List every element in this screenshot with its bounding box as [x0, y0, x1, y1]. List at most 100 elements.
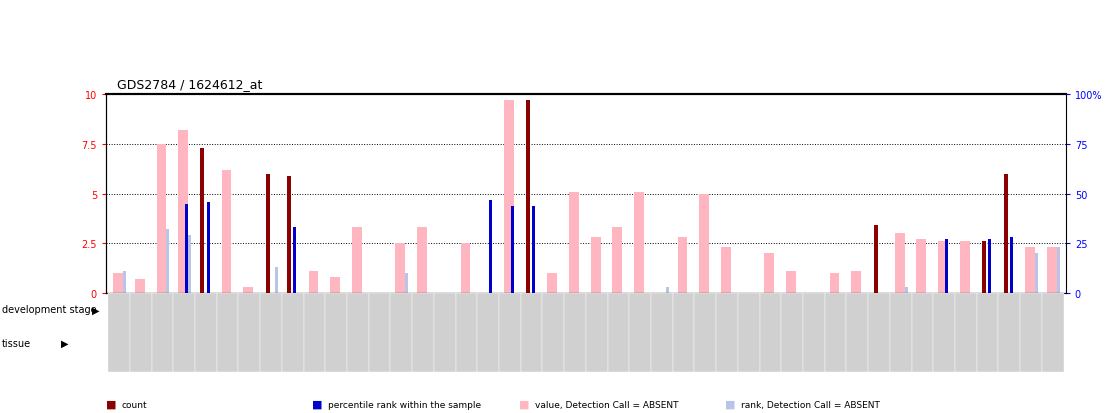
Text: testes: testes — [866, 338, 892, 347]
Bar — [1035, 254, 1038, 293]
Bar — [352, 228, 362, 293]
Bar — [521, 293, 542, 372]
Bar — [326, 327, 368, 358]
Bar — [129, 293, 152, 372]
Bar — [266, 174, 270, 293]
Bar — [565, 293, 586, 372]
Bar — [282, 327, 326, 358]
Bar — [889, 293, 912, 372]
Bar — [916, 240, 926, 293]
Bar — [945, 240, 947, 293]
Bar — [1004, 174, 1008, 293]
Bar — [395, 244, 405, 293]
Bar — [586, 293, 607, 372]
Bar — [304, 293, 326, 372]
Bar — [1057, 248, 1060, 293]
Text: ovary: ovary — [704, 338, 728, 347]
Bar — [489, 200, 492, 293]
Bar — [673, 293, 694, 372]
Bar — [590, 238, 600, 293]
Bar — [825, 293, 846, 372]
Bar — [634, 192, 644, 293]
Bar — [629, 327, 804, 358]
Bar — [846, 293, 868, 372]
Bar — [152, 293, 173, 372]
Bar — [195, 327, 282, 358]
Bar — [347, 293, 368, 372]
Bar — [955, 293, 976, 372]
Text: larva: larva — [181, 305, 209, 315]
Bar — [434, 293, 455, 372]
Text: crops: crops — [499, 338, 521, 347]
Bar — [694, 293, 716, 372]
Text: ■: ■ — [725, 399, 735, 409]
Bar — [330, 278, 340, 293]
Text: ▶: ▶ — [92, 305, 99, 315]
Bar — [294, 228, 297, 293]
Bar — [260, 293, 282, 372]
Bar — [478, 327, 542, 358]
Bar — [569, 192, 579, 293]
Text: percentile rank within the sample: percentile rank within the sample — [328, 400, 481, 409]
Bar — [206, 202, 210, 293]
Bar — [282, 294, 1064, 325]
Bar — [960, 242, 970, 293]
Bar — [308, 271, 318, 293]
Text: tubule: tubule — [225, 338, 252, 347]
Bar — [478, 293, 499, 372]
Bar — [764, 254, 775, 293]
Bar — [135, 279, 145, 293]
Bar — [326, 293, 347, 372]
Bar — [1047, 248, 1057, 293]
Bar — [547, 273, 557, 293]
Bar — [108, 293, 129, 372]
Text: adult: adult — [658, 305, 687, 315]
Bar — [607, 293, 629, 372]
Text: hind gut: hind gut — [286, 338, 321, 347]
Text: ▶: ▶ — [61, 338, 69, 348]
Text: fat body: fat body — [134, 338, 169, 347]
Bar — [1020, 293, 1042, 372]
Bar — [542, 327, 629, 358]
Bar — [179, 131, 187, 293]
Text: brain: brain — [434, 338, 455, 347]
Bar — [804, 327, 955, 358]
Text: mid gut: mid gut — [330, 338, 364, 347]
Bar — [461, 244, 470, 293]
Bar — [700, 194, 709, 293]
Bar — [412, 327, 478, 358]
Bar — [666, 287, 668, 293]
Bar — [613, 228, 623, 293]
Bar — [1042, 293, 1064, 372]
Text: GDS2784 / 1624612_at: GDS2784 / 1624612_at — [117, 78, 262, 91]
Text: head: head — [576, 338, 596, 347]
Bar — [912, 293, 933, 372]
Bar — [804, 293, 825, 372]
Bar — [955, 327, 1064, 358]
Bar — [1026, 248, 1035, 293]
Bar — [526, 101, 530, 293]
Bar — [868, 293, 889, 372]
Bar — [156, 145, 166, 293]
Text: ■: ■ — [519, 399, 529, 409]
Text: count: count — [122, 400, 147, 409]
Bar — [123, 271, 126, 293]
Bar — [113, 273, 123, 293]
Bar — [677, 238, 687, 293]
Text: whole animal: whole animal — [981, 338, 1038, 347]
Bar — [189, 236, 191, 293]
Bar — [716, 293, 738, 372]
Text: tissue: tissue — [2, 338, 31, 348]
Text: ■: ■ — [106, 399, 116, 409]
Bar — [542, 293, 565, 372]
Bar — [222, 170, 231, 293]
Bar — [829, 273, 839, 293]
Text: development stage: development stage — [2, 305, 97, 315]
Bar — [243, 287, 253, 293]
Bar — [976, 293, 999, 372]
Bar — [651, 293, 673, 372]
Bar — [982, 242, 987, 293]
Bar — [989, 240, 991, 293]
Text: value, Detection Call = ABSENT: value, Detection Call = ABSENT — [535, 400, 679, 409]
Bar — [629, 293, 651, 372]
